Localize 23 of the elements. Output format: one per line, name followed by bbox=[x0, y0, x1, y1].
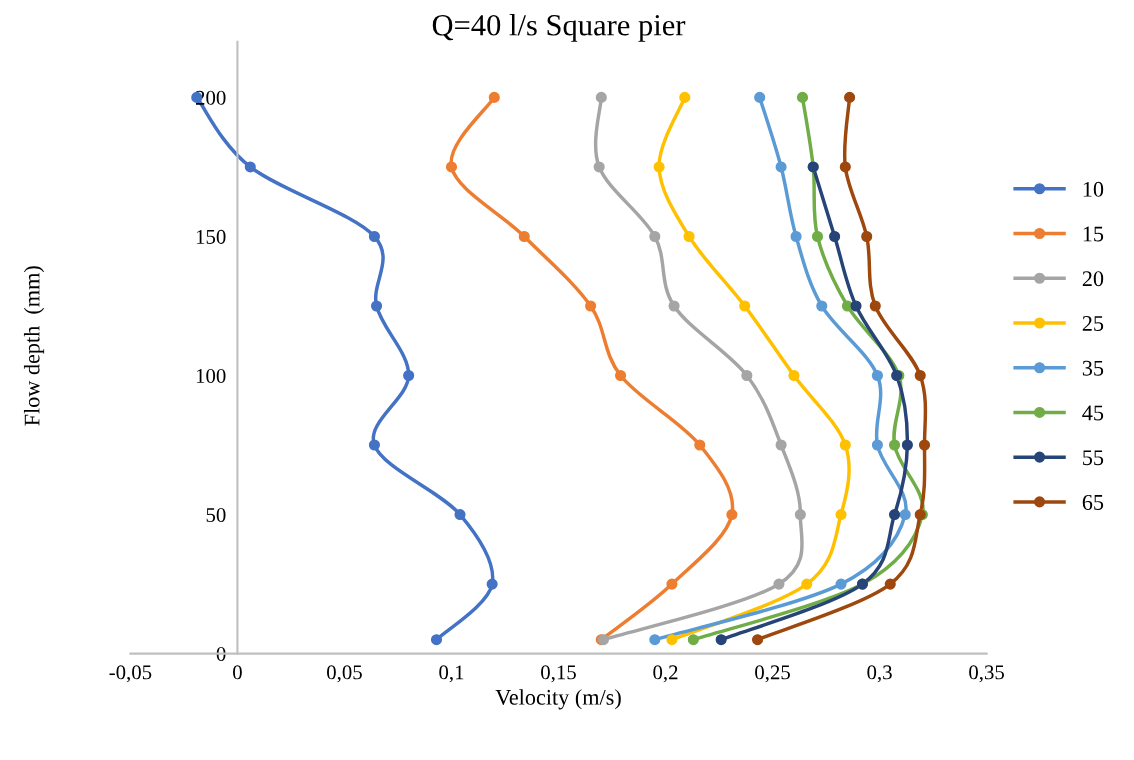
y-tick-label: 100 bbox=[196, 368, 226, 383]
x-tick-label: 0,15 bbox=[541, 665, 576, 683]
y-axis-title: Flow depth (mm) bbox=[23, 266, 45, 426]
legend-label: 25 bbox=[1082, 316, 1104, 331]
legend-label: 35 bbox=[1082, 360, 1104, 376]
x-axis-title: Velocity (m/s) bbox=[495, 689, 621, 710]
x-tick-label: 0,35 bbox=[969, 665, 1004, 683]
chart-title: Q=40 l/s Square pier bbox=[432, 14, 686, 42]
legend-label: 55 bbox=[1083, 450, 1104, 466]
x-tick-label: 0 bbox=[233, 665, 242, 680]
x-tick-label: 0,2 bbox=[653, 665, 678, 683]
legend-label: 65 bbox=[1082, 494, 1104, 510]
x-tick-label: 0,3 bbox=[867, 665, 892, 683]
y-tick-label: 50 bbox=[206, 507, 226, 522]
legend-label: 20 bbox=[1082, 271, 1104, 287]
x-tick-label: -0,05 bbox=[109, 665, 152, 683]
legend-label: 45 bbox=[1082, 405, 1104, 421]
legend-label: 10 bbox=[1083, 181, 1104, 197]
x-tick-label: 0,25 bbox=[755, 665, 790, 683]
y-tick-label: 150 bbox=[196, 229, 226, 244]
x-tick-label: 0,1 bbox=[439, 665, 464, 683]
legend-label: 15 bbox=[1083, 226, 1104, 242]
x-tick-label: 0,05 bbox=[327, 665, 362, 683]
